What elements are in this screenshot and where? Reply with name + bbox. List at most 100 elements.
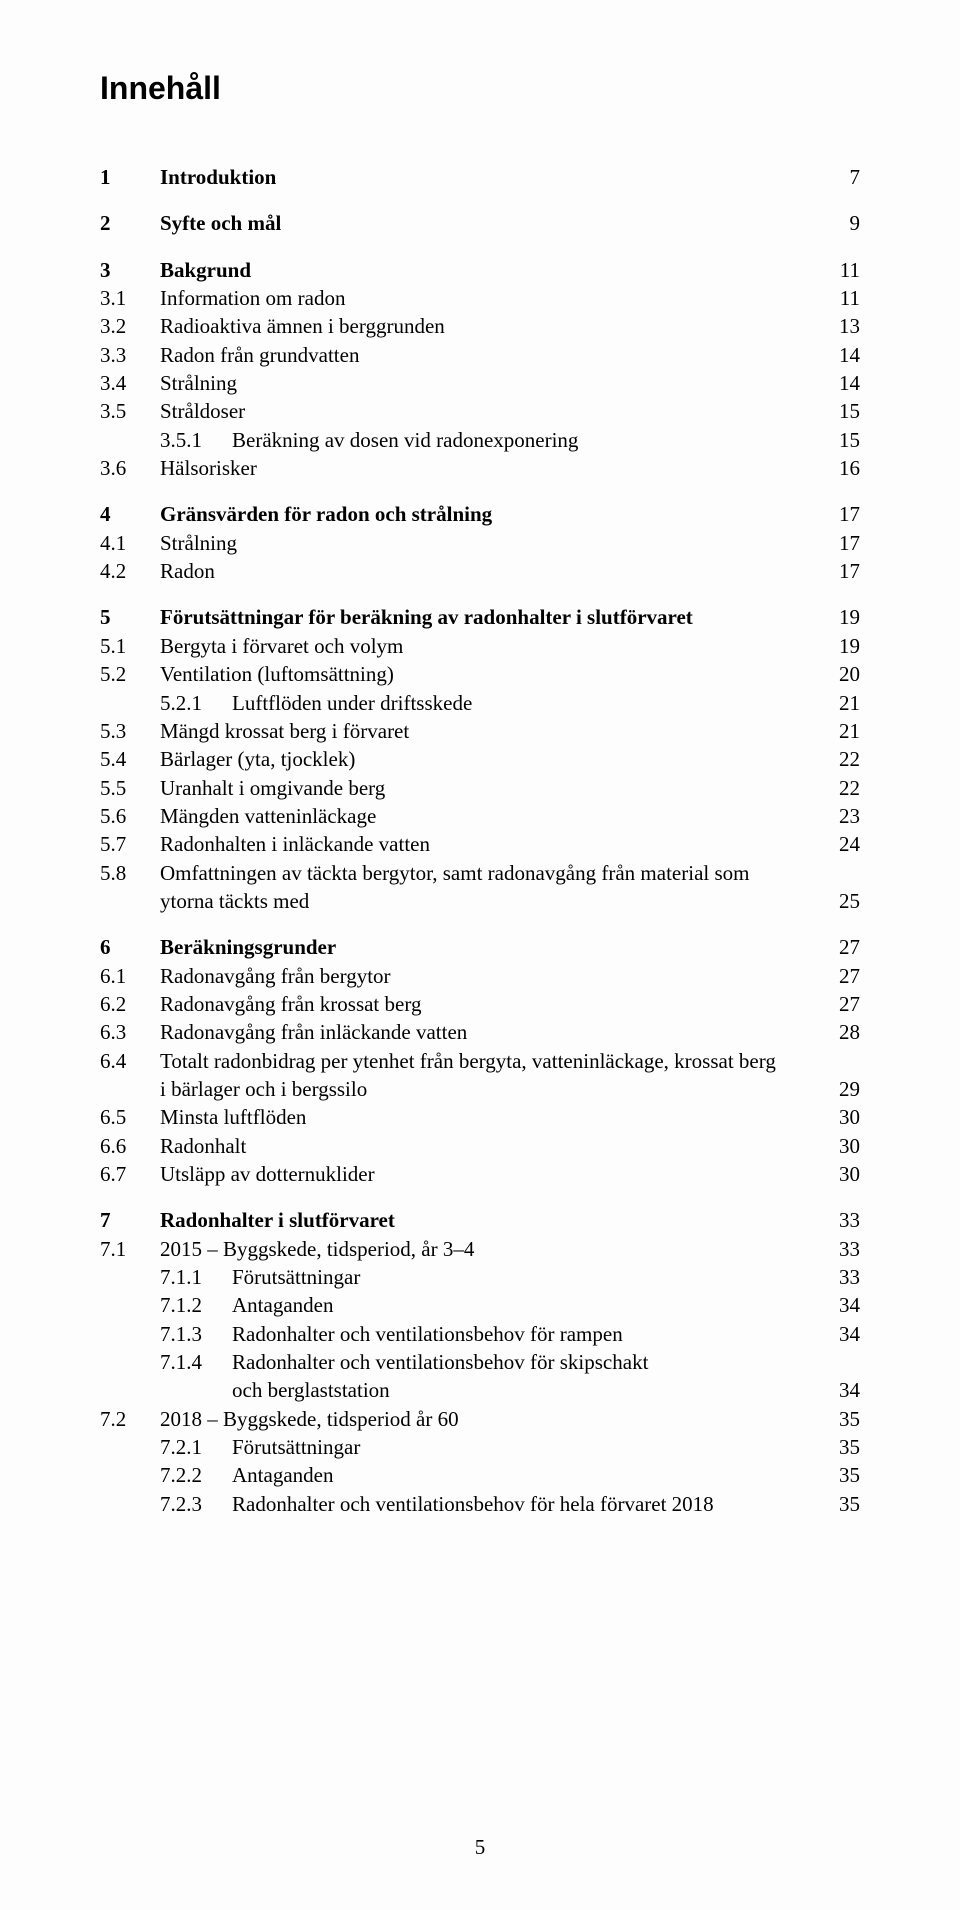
toc-page: 20	[820, 660, 860, 688]
toc-entry-level3: 7.2.1Förutsättningar35	[100, 1433, 860, 1461]
toc-block: 6Beräkningsgrunder276.1Radonavgång från …	[100, 933, 860, 1188]
toc-title: Uranhalt i omgivande berg	[160, 774, 820, 802]
toc-title: Ventilation (luftomsättning)	[160, 660, 820, 688]
toc-number: 3.4	[100, 369, 160, 397]
toc-block: 4Gränsvärden för radon och strålning174.…	[100, 500, 860, 585]
toc-number: 3.1	[100, 284, 160, 312]
toc-page: 13	[820, 312, 860, 340]
toc-number: 7.2	[100, 1405, 160, 1433]
toc-number: 5.3	[100, 717, 160, 745]
toc-entry-level2: 5.7Radonhalten i inläckande vatten24	[100, 830, 860, 858]
toc-block: 3Bakgrund113.1Information om radon113.2R…	[100, 256, 860, 483]
toc-number: 6.1	[100, 962, 160, 990]
toc-number: 7.1.2	[160, 1291, 232, 1319]
toc-title: Radonavgång från bergytor	[160, 962, 820, 990]
toc-title: Beräkning av dosen vid radonexponering	[232, 426, 820, 454]
page-number: 5	[475, 1835, 486, 1860]
toc-title: Strålning	[160, 529, 820, 557]
toc-number: 7.1.4	[160, 1348, 232, 1376]
toc-title: Bakgrund	[160, 256, 820, 284]
toc-title: Utsläpp av dotternuklider	[160, 1160, 820, 1188]
toc-page: 35	[820, 1490, 860, 1518]
toc-page: 30	[820, 1160, 860, 1188]
toc-number: 4.1	[100, 529, 160, 557]
toc-title: Hälsorisker	[160, 454, 820, 482]
toc-title: Radon från grundvatten	[160, 341, 820, 369]
toc-entry-level1: 6Beräkningsgrunder27	[100, 933, 860, 961]
toc-number: 5.8	[100, 859, 160, 887]
toc-page: 19	[820, 632, 860, 660]
toc-number: 3.5.1	[160, 426, 232, 454]
toc-page: 35	[820, 1433, 860, 1461]
toc-page: 27	[820, 933, 860, 961]
toc-page: 35	[820, 1405, 860, 1433]
toc-entry-level2: 6.2Radonavgång från krossat berg27	[100, 990, 860, 1018]
toc-title: Förutsättningar	[232, 1433, 820, 1461]
toc-number: 4	[100, 500, 160, 528]
toc-title: 2015 – Byggskede, tidsperiod, år 3–4	[160, 1235, 820, 1263]
toc-title: Mängd krossat berg i förvaret	[160, 717, 820, 745]
toc-title: Radonavgång från inläckande vatten	[160, 1018, 820, 1046]
toc-title: Radioaktiva ämnen i berggrunden	[160, 312, 820, 340]
toc-entry-level2: 6.3Radonavgång från inläckande vatten28	[100, 1018, 860, 1046]
toc-entry-level2: 3.1Information om radon11	[100, 284, 860, 312]
toc-entry-level2: 3.4Strålning14	[100, 369, 860, 397]
toc-page: 24	[820, 830, 860, 858]
toc-page: 17	[820, 500, 860, 528]
toc-entry-level1: 7Radonhalter i slutförvaret33	[100, 1206, 860, 1234]
toc-entry-continuation: och berglaststation34	[100, 1376, 860, 1404]
toc-number: 5.1	[100, 632, 160, 660]
toc-page: 29	[820, 1075, 860, 1103]
toc-number: 6	[100, 933, 160, 961]
toc-title: Information om radon	[160, 284, 820, 312]
toc-title: Omfattningen av täckta bergytor, samt ra…	[160, 859, 820, 887]
toc-page: 14	[820, 341, 860, 369]
toc-number: 5.2	[100, 660, 160, 688]
toc-entry-level2: 5.8Omfattningen av täckta bergytor, samt…	[100, 859, 860, 887]
toc-entry-level2: 5.3Mängd krossat berg i förvaret21	[100, 717, 860, 745]
toc-entry-level2: 5.4Bärlager (yta, tjocklek)22	[100, 745, 860, 773]
toc-number: 5.7	[100, 830, 160, 858]
toc-number: 6.2	[100, 990, 160, 1018]
toc-number: 6.7	[100, 1160, 160, 1188]
toc-entry-level3: 7.2.2Antaganden35	[100, 1461, 860, 1489]
indent	[100, 1075, 160, 1103]
toc-page: 15	[820, 426, 860, 454]
toc-page: 34	[820, 1291, 860, 1319]
toc-entry-level2: 3.6Hälsorisker16	[100, 454, 860, 482]
toc-title: Bergyta i förvaret och volym	[160, 632, 820, 660]
toc-entry-level2: 6.1Radonavgång från bergytor27	[100, 962, 860, 990]
toc-page: 34	[820, 1376, 860, 1404]
toc-number: 7.2.1	[160, 1433, 232, 1461]
toc-block: 1Introduktion7	[100, 163, 860, 191]
toc-entry-level3: 7.1.4Radonhalter och ventilationsbehov f…	[100, 1348, 860, 1376]
toc-page: 7	[820, 163, 860, 191]
toc-page: 34	[820, 1320, 860, 1348]
toc-number: 6.4	[100, 1047, 160, 1075]
toc-page: 11	[820, 256, 860, 284]
toc-entry-level3: 3.5.1Beräkning av dosen vid radonexponer…	[100, 426, 860, 454]
toc-page: 17	[820, 529, 860, 557]
toc-page: 30	[820, 1132, 860, 1160]
toc-entry-level2: 6.7Utsläpp av dotternuklider30	[100, 1160, 860, 1188]
toc-number: 3.3	[100, 341, 160, 369]
toc-page: 25	[820, 887, 860, 915]
toc-title: Radonhalten i inläckande vatten	[160, 830, 820, 858]
page-title: Innehåll	[100, 70, 860, 107]
toc-entry-level1: 3Bakgrund11	[100, 256, 860, 284]
toc-number: 1	[100, 163, 160, 191]
toc-entry-level2: 5.6Mängden vatteninläckage23	[100, 802, 860, 830]
toc-page: 19	[820, 603, 860, 631]
toc-entry-level1: 2Syfte och mål9	[100, 209, 860, 237]
toc-entry-level2: 6.6Radonhalt30	[100, 1132, 860, 1160]
toc-title: Stråldoser	[160, 397, 820, 425]
toc-title: Mängden vatteninläckage	[160, 802, 820, 830]
toc-block: 5Förutsättningar för beräkning av radonh…	[100, 603, 860, 915]
toc-title: Introduktion	[160, 163, 820, 191]
toc-entry-level2: 3.3Radon från grundvatten14	[100, 341, 860, 369]
toc-title: Bärlager (yta, tjocklek)	[160, 745, 820, 773]
toc-entry-level2: 5.1Bergyta i förvaret och volym19	[100, 632, 860, 660]
toc-entry-level2: 7.22018 – Byggskede, tidsperiod år 6035	[100, 1405, 860, 1433]
toc-title: Radonhalt	[160, 1132, 820, 1160]
toc-entry-level2: 6.4Totalt radonbidrag per ytenhet från b…	[100, 1047, 860, 1075]
